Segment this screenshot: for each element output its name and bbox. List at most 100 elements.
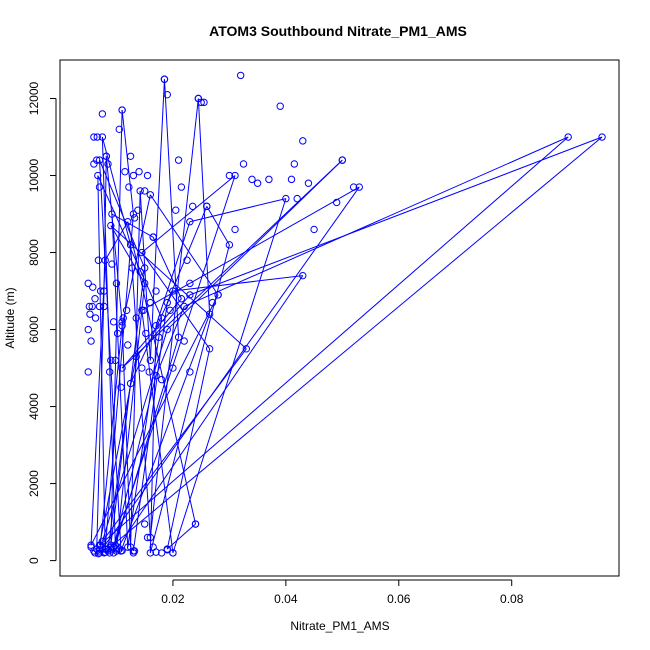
data-point	[180, 302, 188, 311]
data-point	[160, 75, 169, 83]
x-tick-label: 0.06	[387, 592, 411, 606]
data-point	[117, 383, 125, 392]
series-segment	[141, 310, 174, 553]
y-tick-label: 10000	[27, 159, 41, 193]
data-point	[89, 283, 97, 291]
data-point	[102, 152, 111, 160]
data-point	[174, 333, 183, 341]
series-lines	[90, 79, 603, 554]
data-point	[91, 314, 100, 322]
data-point	[186, 218, 194, 226]
series-segment	[149, 244, 230, 554]
series-segment	[149, 98, 199, 538]
data-point	[112, 279, 121, 288]
data-point	[135, 167, 143, 176]
series-segment	[189, 136, 603, 296]
data-point	[129, 549, 138, 557]
data-point	[332, 198, 341, 207]
data-point	[143, 533, 152, 542]
data-point	[598, 133, 606, 141]
data-point	[104, 160, 112, 168]
data-point	[100, 302, 108, 311]
series-segment	[130, 244, 151, 538]
data-point	[191, 520, 200, 528]
data-point	[310, 225, 318, 234]
data-point	[98, 133, 107, 141]
data-point	[130, 214, 139, 222]
data-point	[138, 364, 146, 372]
data-point	[115, 125, 123, 134]
data-point	[293, 194, 301, 203]
data-point	[84, 279, 92, 288]
data-point	[186, 279, 194, 288]
data-point	[118, 546, 126, 555]
data-point	[146, 298, 155, 307]
data-point	[129, 210, 138, 218]
data-point	[355, 183, 363, 191]
series-segment	[121, 159, 343, 369]
data-point	[146, 549, 155, 557]
series-segment	[113, 175, 236, 548]
data-point	[134, 206, 142, 214]
series-segment	[149, 194, 219, 296]
series-segment	[206, 206, 230, 246]
data-point	[100, 549, 108, 557]
data-point	[139, 306, 148, 314]
data-point	[146, 191, 155, 199]
data-point	[299, 271, 307, 280]
data-point	[276, 102, 284, 110]
series-segment	[152, 236, 182, 299]
data-point	[113, 329, 122, 338]
series-segment	[97, 175, 163, 319]
data-point	[169, 549, 177, 557]
data-point	[129, 171, 138, 180]
data-points	[84, 71, 606, 558]
data-point	[142, 329, 150, 338]
chart-title: ATOM3 Southbound Nitrate_PM1_AMS	[209, 23, 467, 39]
data-point	[84, 368, 92, 376]
series-segment	[149, 325, 157, 553]
data-point	[86, 310, 94, 318]
y-tick-label: 12000	[27, 81, 41, 115]
data-point	[124, 543, 132, 551]
data-point	[197, 98, 205, 107]
series-segment	[172, 198, 287, 554]
data-point	[130, 547, 139, 555]
y-axis: 0 2000 4000 6000 8000 10000 12000	[27, 81, 57, 564]
series-segment	[104, 221, 129, 261]
data-point	[242, 345, 251, 353]
data-point	[172, 206, 180, 214]
data-point	[122, 306, 131, 314]
data-point	[214, 291, 222, 299]
series-segment	[107, 136, 603, 550]
series-segment	[90, 294, 219, 546]
data-point	[186, 368, 194, 376]
data-point	[96, 541, 105, 549]
data-point	[186, 291, 194, 299]
series-segment	[101, 329, 168, 542]
data-point	[91, 295, 99, 303]
y-tick-label: 2000	[27, 470, 41, 497]
data-point	[119, 314, 127, 322]
data-point	[118, 106, 126, 114]
data-point	[91, 549, 99, 557]
y-axis-label: Altitude (m)	[3, 287, 17, 348]
series-segment	[111, 214, 129, 548]
data-point	[87, 541, 95, 549]
data-point	[149, 233, 157, 241]
data-point	[108, 210, 116, 218]
x-tick-label: 0.04	[274, 592, 298, 606]
series-segment	[101, 136, 132, 245]
data-point	[100, 287, 108, 295]
data-point	[95, 156, 104, 164]
data-point	[140, 279, 149, 288]
series-segment	[166, 206, 208, 303]
data-point	[107, 356, 115, 365]
data-point	[180, 337, 188, 345]
data-point	[205, 345, 214, 353]
data-point	[94, 256, 103, 264]
series-segment	[149, 79, 165, 361]
data-point	[124, 218, 132, 226]
series-segment	[115, 283, 146, 550]
